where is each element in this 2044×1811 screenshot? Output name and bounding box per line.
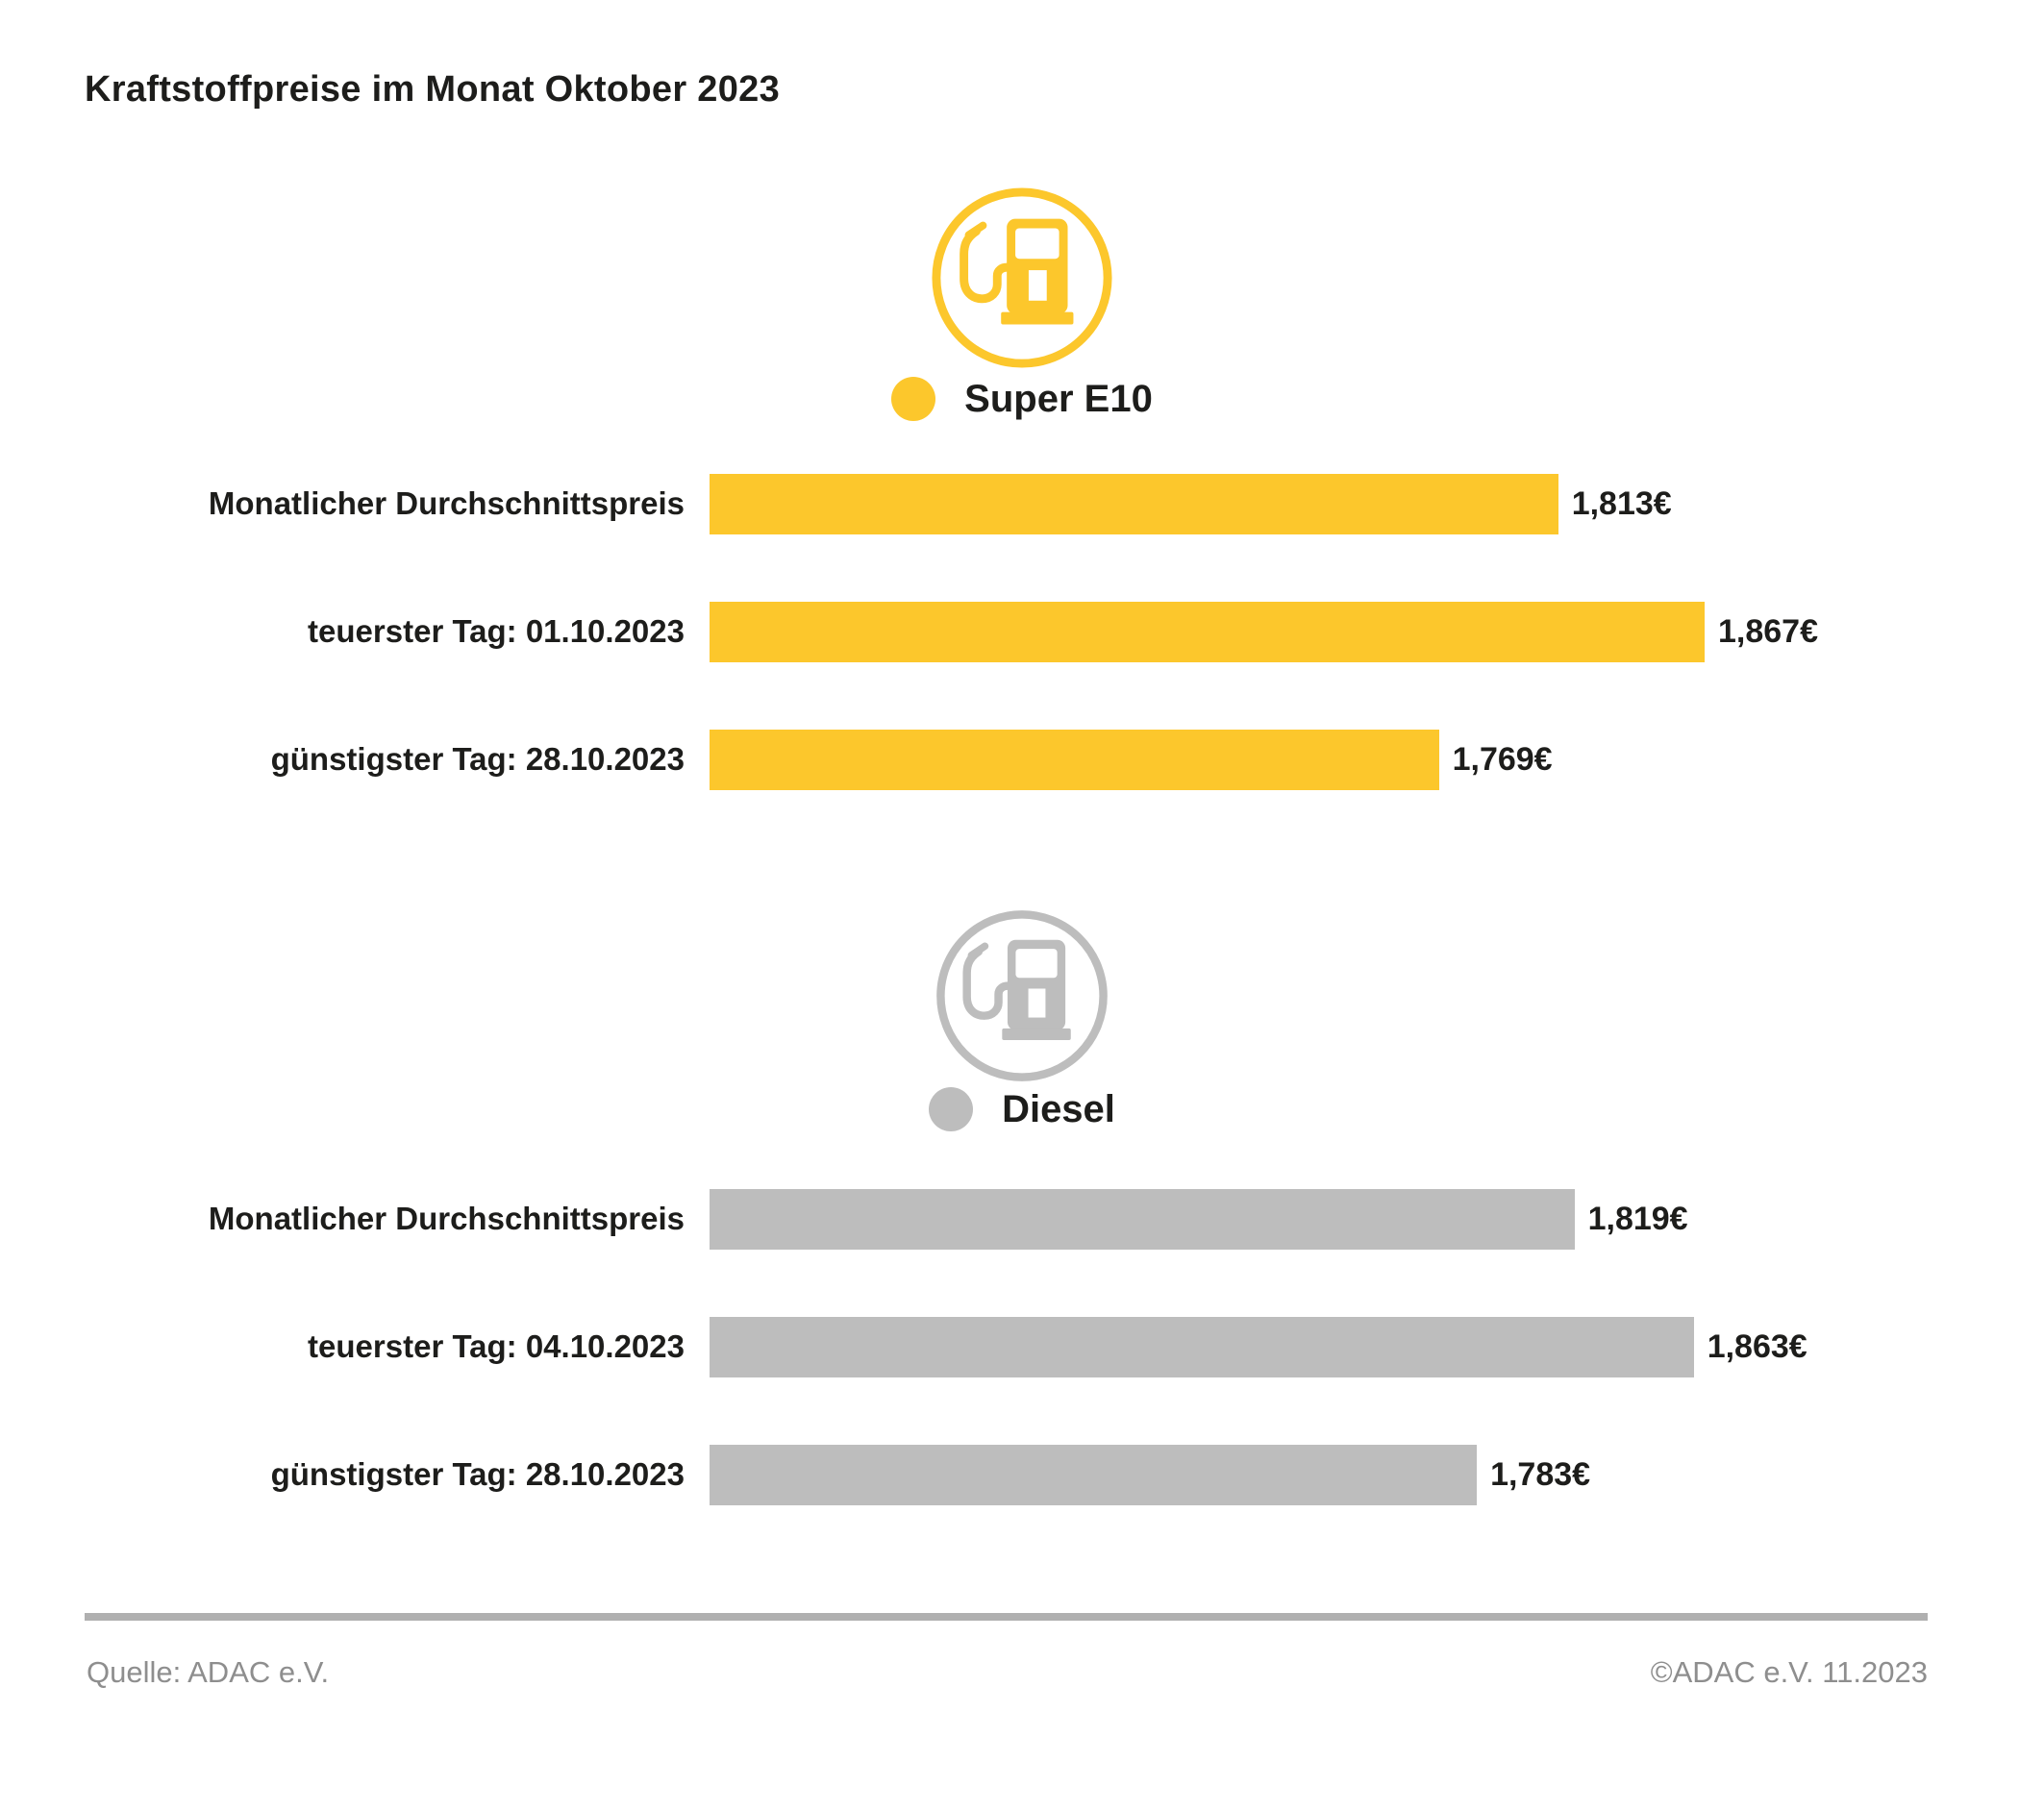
chart-row: teuerster Tag: 01.10.2023 1,867€	[85, 602, 2044, 662]
bar-value: 1,819€	[1587, 1201, 1688, 1237]
row-label: günstigster Tag: 28.10.2023	[270, 741, 685, 778]
bar-value: 1,867€	[1717, 613, 1818, 650]
diesel-icon-wrap	[0, 906, 2044, 1086]
chart-row: teuerster Tag: 04.10.2023 1,863€	[85, 1317, 2044, 1377]
chart-row: günstigster Tag: 28.10.2023 1,783€	[85, 1445, 2044, 1505]
copyright-credit: ©ADAC e.V. 11.2023	[1650, 1655, 1928, 1689]
bar-value: 1,863€	[1707, 1328, 1807, 1365]
legend-diesel: Diesel	[0, 1087, 2044, 1131]
row-label: teuerster Tag: 04.10.2023	[308, 1328, 685, 1365]
bar-value: 1,769€	[1452, 741, 1553, 778]
legend-dot	[891, 377, 936, 421]
icon-ring	[936, 910, 1108, 1081]
footer-divider	[85, 1613, 1928, 1621]
bar	[710, 1189, 1575, 1250]
icon-ring	[932, 187, 1112, 368]
chart-row: Monatlicher Durchschnittspreis 1,813€	[85, 474, 2044, 534]
bar-value: 1,783€	[1490, 1456, 1591, 1493]
bar	[710, 1317, 1694, 1377]
source-credit: Quelle: ADAC e.V.	[87, 1655, 330, 1689]
row-label: Monatlicher Durchschnittspreis	[208, 485, 685, 522]
rows-super-e10: Monatlicher Durchschnittspreis 1,813€ te…	[85, 474, 2044, 857]
legend-super-e10: Super E10	[0, 377, 2044, 421]
row-label: günstigster Tag: 28.10.2023	[270, 1456, 685, 1493]
legend-label: Diesel	[1002, 1088, 1115, 1130]
fuel-pump-icon	[932, 187, 1112, 368]
bar-track: 1,867€	[710, 602, 1930, 662]
fuel-pump-icon	[936, 910, 1108, 1081]
legend-label: Super E10	[964, 378, 1153, 420]
pump-screen	[1015, 949, 1058, 979]
row-label: Monatlicher Durchschnittspreis	[208, 1201, 685, 1237]
pump-screen	[1015, 228, 1059, 260]
chart-row: günstigster Tag: 28.10.2023 1,769€	[85, 730, 2044, 790]
page-title: Kraftstoffpreise im Monat Oktober 2023	[85, 69, 781, 110]
bar	[710, 1445, 1478, 1505]
bar-value: 1,813€	[1571, 485, 1672, 522]
bar-track: 1,769€	[710, 730, 1930, 790]
pump-nozzle	[962, 942, 1012, 1020]
bar	[710, 730, 1439, 790]
rows-diesel: Monatlicher Durchschnittspreis 1,819€ te…	[85, 1189, 2044, 1573]
bar-track: 1,813€	[710, 474, 1930, 534]
pump-slot	[1028, 270, 1047, 301]
bar-track: 1,863€	[710, 1317, 1930, 1377]
row-label: teuerster Tag: 01.10.2023	[308, 613, 685, 650]
legend-dot	[929, 1087, 974, 1131]
super-e10-icon-wrap	[0, 183, 2044, 373]
bar	[710, 474, 1558, 534]
bar-track: 1,783€	[710, 1445, 1930, 1505]
pump-nozzle	[960, 221, 1011, 304]
bar-track: 1,819€	[710, 1189, 1930, 1250]
bar	[710, 602, 1705, 662]
pump-slot	[1028, 988, 1046, 1018]
chart-row: Monatlicher Durchschnittspreis 1,819€	[85, 1189, 2044, 1250]
